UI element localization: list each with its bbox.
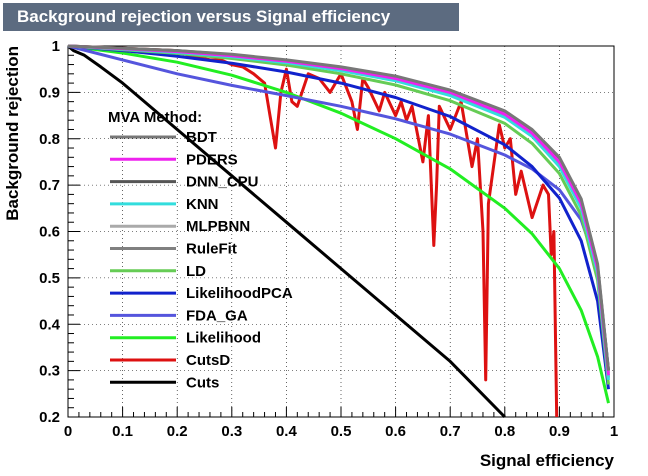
y-tick-label: 0.7 — [39, 177, 60, 194]
legend-label-mlpbnn: MLPBNN — [186, 218, 250, 235]
series-line-bdt — [67, 44, 610, 371]
series-line-fda-ga — [67, 44, 610, 371]
series-line-rulefit — [67, 44, 610, 378]
series-line-knn — [67, 44, 610, 381]
y-tick-label: 1 — [52, 38, 60, 55]
y-tick-label: 0.3 — [39, 363, 60, 380]
y-tick-label: 0.6 — [39, 224, 60, 241]
series-line-likelihood — [67, 44, 610, 404]
x-tick-label: 0.2 — [167, 423, 188, 440]
series-line-cuts — [67, 44, 506, 419]
grid — [68, 46, 614, 417]
y-tick-label: 0.2 — [39, 409, 60, 426]
ticks: 0 0.1 0.2 0.3 0.4 0.5 0.6 0.7 0.8 0.9 1 0.2 0.3 0.4 0.… — [39, 38, 618, 440]
y-axis-title: Background rejection — [3, 46, 22, 221]
series-line-mlpbnn — [67, 44, 610, 374]
legend-label-ld: LD — [186, 263, 206, 280]
series-line-dnn-cpu — [67, 44, 610, 371]
y-tick-label: 0.9 — [39, 84, 60, 101]
legend-label-bdt: BDT — [186, 129, 217, 146]
series-line-pders — [67, 44, 610, 376]
legend-label-cutsd: CutsD — [186, 352, 230, 369]
legend-label-fda-ga: FDA_GA — [186, 307, 248, 324]
legend-label-pders: PDERS — [186, 151, 238, 168]
legend-label-dnn-cpu: DNN_CPU — [186, 174, 259, 191]
x-tick-label: 0.5 — [331, 423, 352, 440]
legend-label-cuts: Cuts — [186, 374, 219, 391]
x-tick-label: 0.9 — [549, 423, 570, 440]
x-tick-label: 1 — [610, 423, 618, 440]
x-tick-label: 0.3 — [221, 423, 242, 440]
y-tick-label: 0.4 — [39, 316, 61, 333]
legend-title: MVA Method: — [108, 109, 202, 126]
legend-label-rulefit: RuleFit — [186, 241, 237, 258]
legend: MVA Method: BDT PDERS DNN_CPU KNN MLPBNN Rule… — [108, 109, 293, 391]
chart-title: Background rejection versus Signal effic… — [3, 3, 459, 31]
series-lines — [67, 44, 610, 419]
x-axis-title: Signal efficiency — [480, 451, 615, 470]
series-line-likelihoodpca — [67, 44, 610, 390]
legend-label-likelihood: Likelihood — [186, 330, 261, 347]
x-tick-label: 0.6 — [385, 423, 406, 440]
x-tick-label: 0.8 — [494, 423, 515, 440]
x-tick-label: 0.7 — [440, 423, 461, 440]
legend-label-likelihoodpca: LikelihoodPCA — [186, 285, 293, 302]
x-tick-label: 0 — [64, 423, 72, 440]
y-tick-label: 0.5 — [39, 270, 60, 287]
x-tick-label: 0.1 — [112, 423, 133, 440]
x-tick-label: 0.4 — [276, 423, 298, 440]
legend-label-knn: KNN — [186, 196, 219, 213]
series-line-ld — [67, 44, 610, 385]
y-tick-label: 0.8 — [39, 131, 60, 148]
